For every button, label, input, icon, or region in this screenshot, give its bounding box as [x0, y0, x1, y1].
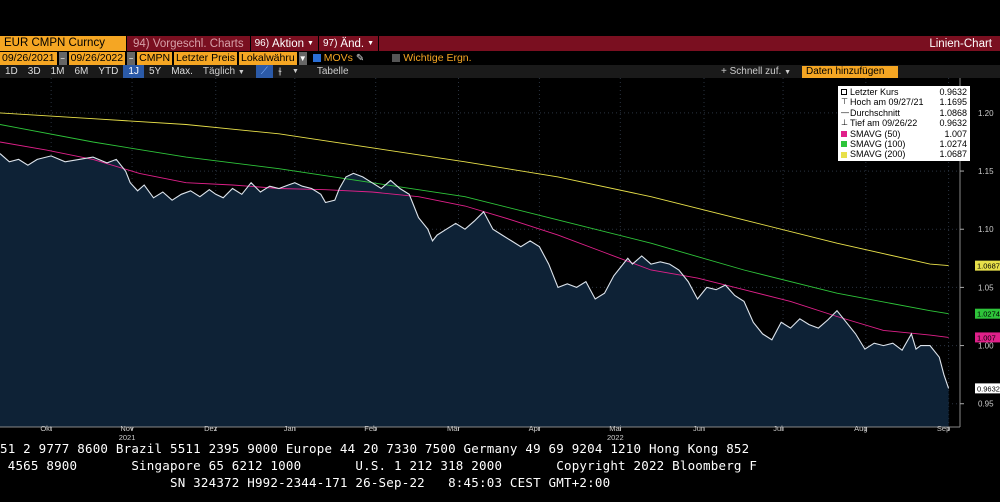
legend-last: Letzter Kurs 0.9632: [841, 87, 967, 97]
value-tag-bg: [975, 383, 1000, 394]
caret-down-icon: ▼: [367, 40, 375, 47]
legend-sma50: SMAVG (50) 1.007: [841, 129, 967, 139]
period-tab-1d[interactable]: 1D: [5, 66, 18, 77]
line-chart-icon[interactable]: ⟋: [255, 65, 273, 78]
ticker-line-3: SN 324372 H992-2344-171 26-Sep-22 8:45:0…: [0, 475, 611, 490]
legend-high: ⊤ Hoch am 09/27/21 1.1695: [841, 97, 967, 108]
sma200-swatch-icon: [841, 151, 847, 158]
checkbox-checked-icon[interactable]: [312, 54, 321, 62]
title-bar: EUR CMPN Curncy 94) Vorgeschl. Charts 96…: [0, 36, 1000, 51]
sma50-line: [0, 141, 949, 338]
chart-type-label: Linien-Chart: [929, 37, 992, 50]
average-marker-icon: —: [841, 107, 849, 117]
frequency-select[interactable]: Täglich ▼: [202, 66, 245, 77]
legend-low: ⊥ Tief am 09/26/22 0.9632: [841, 118, 967, 129]
y-tick-label: 1.00: [978, 342, 994, 351]
period-tab-1m[interactable]: 1M: [50, 66, 65, 77]
ticker-line-2: 4565 8900 Singapore 65 6212 1000 U.S. 1 …: [0, 458, 758, 473]
y-tick-label: 1.10: [978, 225, 994, 234]
sma100-swatch-icon: [841, 141, 847, 148]
low-marker-icon: ⊥: [841, 118, 848, 128]
value-tag-bg: [975, 308, 1000, 319]
period-bar: 1D 3D 1M 6M YTD 1J 5Y Max. Täglich ▼ ⟋ ⫳ ▼ Tabe…: [0, 65, 1000, 78]
value-tag-bg: [975, 260, 1000, 271]
dropdown-icon[interactable]: ▼: [298, 51, 307, 65]
x-tick-label: Sep: [937, 424, 950, 433]
x-tick-label: Mär: [447, 424, 460, 433]
sma200-line: [0, 112, 949, 267]
caret-down-icon: ▼: [307, 40, 314, 47]
legend-sma200: SMAVG (200) 1.0687: [841, 149, 967, 159]
end-date-field[interactable]: 09/26/2022: [68, 51, 126, 65]
movs-toggle[interactable]: MOVs ✎: [309, 52, 369, 64]
period-tab-6m[interactable]: 6M: [74, 66, 89, 77]
pencil-icon[interactable]: ✎: [355, 52, 365, 64]
year-label: 2021: [119, 433, 136, 442]
y-tick-label: 1.20: [978, 109, 994, 118]
add-data-button[interactable]: Daten hinzufügen: [802, 65, 898, 78]
value-tag-bg: [975, 332, 1000, 343]
year-label: 2022: [607, 433, 624, 442]
chart-options-icon[interactable]: ⫳: [277, 66, 282, 77]
quick-add-button[interactable]: + Schnell zuf. ▼: [720, 66, 791, 77]
price-chart[interactable]: 1.20 1.15 1.10 1.05 1.00 0.95 1.0687 1.0274 1.00…: [0, 78, 1000, 442]
period-tab-ytd[interactable]: YTD: [98, 66, 119, 77]
chart-legend: Letzter Kurs 0.9632 ⊤ Hoch am 09/27/21 1.…: [838, 86, 970, 161]
period-tab-max[interactable]: Max.: [171, 66, 193, 77]
x-tick-label: Feb: [364, 424, 377, 433]
value-tag: 0.9632: [977, 384, 1000, 393]
events-toggle[interactable]: Wichtige Ergn.: [388, 52, 475, 64]
start-date-field[interactable]: 09/26/2021: [0, 51, 57, 65]
ticker-line-1: 51 2 9777 8600 Brazil 5511 2395 9000 Eur…: [0, 441, 750, 456]
price-line: [0, 153, 950, 389]
x-tick-label: Aug: [854, 424, 867, 433]
period-tab-5y[interactable]: 5Y: [148, 66, 162, 77]
x-tick-label: Nov: [120, 424, 134, 433]
x-tick-label: Apr: [529, 424, 541, 433]
x-tick-label: Mai: [609, 424, 621, 433]
caret-down-icon[interactable]: ▼: [291, 68, 299, 75]
legend-sma100: SMAVG (100) 1.0274: [841, 139, 967, 149]
x-tick-label: Jul: [773, 424, 783, 433]
caret-down-icon: ▼: [784, 69, 791, 76]
value-tag: 1.0274: [977, 310, 1000, 319]
price-field-select[interactable]: Letzter Preis: [174, 51, 237, 65]
high-marker-icon: ⊤: [841, 97, 848, 107]
action-menu[interactable]: 96) Aktion ▼: [254, 37, 314, 50]
currency-select[interactable]: Lokalwähru: [239, 51, 297, 65]
x-tick-label: Dez: [204, 424, 218, 433]
table-button[interactable]: Tabelle: [316, 66, 349, 77]
period-tab-1j[interactable]: 1J: [123, 65, 144, 78]
price-area: [0, 153, 949, 427]
value-tag: 1.007: [977, 333, 996, 342]
period-tabs: 1D 3D 1M 6M YTD 1J 5Y Max.: [0, 65, 198, 78]
source-field[interactable]: CMPN: [137, 51, 173, 65]
legend-average: — Durchschnitt 1.0868: [841, 107, 967, 118]
minus-icon[interactable]: −: [127, 51, 136, 65]
field-bar: 09/26/2021 − 09/26/2022 − CMPN Letzter P…: [0, 51, 1000, 65]
security-field[interactable]: EUR CMPN Curncy: [0, 36, 126, 51]
sma100-line: [0, 124, 949, 315]
y-tick-label: 0.95: [978, 400, 994, 409]
x-tick-label: Jun: [693, 424, 705, 433]
period-tab-3d[interactable]: 3D: [27, 66, 41, 77]
y-tick-label: 1.15: [978, 167, 994, 176]
suggested-charts-menu[interactable]: 94) Vorgeschl. Charts: [133, 37, 244, 50]
y-tick-label: 1.05: [978, 283, 994, 292]
checkbox-icon[interactable]: [392, 54, 401, 62]
sma50-swatch-icon: [841, 130, 847, 137]
value-tag: 1.0687: [977, 262, 1000, 271]
change-menu[interactable]: 97) Änd. ▼: [322, 37, 375, 50]
minus-icon[interactable]: −: [58, 51, 67, 65]
x-tick-label: Jan: [284, 424, 296, 433]
x-tick-label: Okt: [40, 424, 53, 433]
caret-down-icon: ▼: [237, 69, 245, 76]
square-icon: [841, 89, 847, 96]
